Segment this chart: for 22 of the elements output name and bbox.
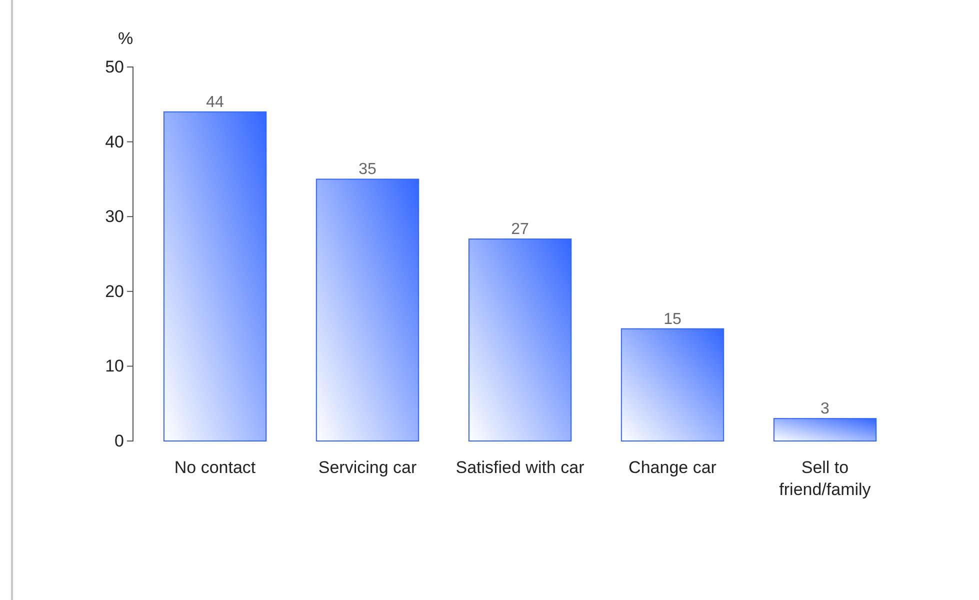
x-tick-label: Satisfied with car	[456, 458, 585, 477]
data-label: 35	[358, 161, 377, 178]
bar	[773, 418, 877, 442]
bar	[468, 238, 572, 442]
bar	[620, 328, 724, 442]
y-tick-label: 20	[105, 282, 124, 301]
y-tick-label: 30	[105, 207, 124, 226]
data-label: 15	[664, 310, 682, 328]
data-label: 44	[206, 94, 224, 111]
x-tick-label: Sell to friend/family	[779, 458, 872, 499]
data-label: 27	[511, 221, 529, 238]
y-tick-label: 10	[105, 356, 124, 376]
y-tick-label: 50	[105, 57, 124, 76]
x-tick-label: Change car	[628, 458, 717, 477]
y-tick-label: 40	[105, 132, 124, 152]
data-label: 3	[820, 400, 830, 418]
bar	[316, 178, 420, 442]
bar	[163, 111, 267, 442]
y-axis-title: %	[118, 29, 134, 48]
x-tick-label: Servicing car	[318, 458, 417, 477]
x-tick-label: No contact	[174, 458, 256, 477]
y-tick-label: 0	[114, 431, 124, 450]
